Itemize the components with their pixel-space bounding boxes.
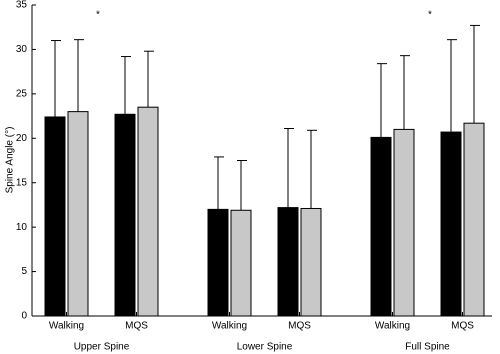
bar (230, 209, 252, 317)
y-tick-label: 20 (16, 133, 28, 144)
x-tick-label: Walking (49, 321, 84, 332)
bar (463, 122, 485, 317)
group-label: Upper Spine (74, 342, 130, 353)
annotation: * (428, 10, 432, 21)
bar (207, 208, 229, 317)
bar (67, 111, 89, 317)
bar (393, 128, 415, 317)
y-tick-label: 0 (21, 311, 27, 322)
y-axis-label: Spine Angle (°) (5, 127, 16, 194)
y-tick-label: 30 (16, 44, 28, 55)
bar (300, 207, 322, 317)
bar (277, 207, 299, 317)
bar (137, 106, 159, 317)
y-tick-label: 35 (16, 0, 28, 11)
x-tick-label: MQS (451, 321, 474, 332)
y-tick-label: 5 (21, 266, 27, 277)
x-tick-label: MQS (288, 321, 311, 332)
group-label: Full Spine (405, 342, 450, 353)
group-label: Lower Spine (237, 342, 293, 353)
bar (370, 136, 392, 317)
y-tick-label: 15 (16, 177, 28, 188)
bar (44, 116, 66, 317)
x-tick-label: Walking (212, 321, 247, 332)
x-tick-label: MQS (125, 321, 148, 332)
y-tick-label: 10 (16, 222, 28, 233)
y-tick-label: 25 (16, 88, 28, 99)
annotation: * (96, 10, 100, 21)
bar (440, 131, 462, 317)
x-tick-label: Walking (375, 321, 410, 332)
bar (114, 113, 136, 317)
